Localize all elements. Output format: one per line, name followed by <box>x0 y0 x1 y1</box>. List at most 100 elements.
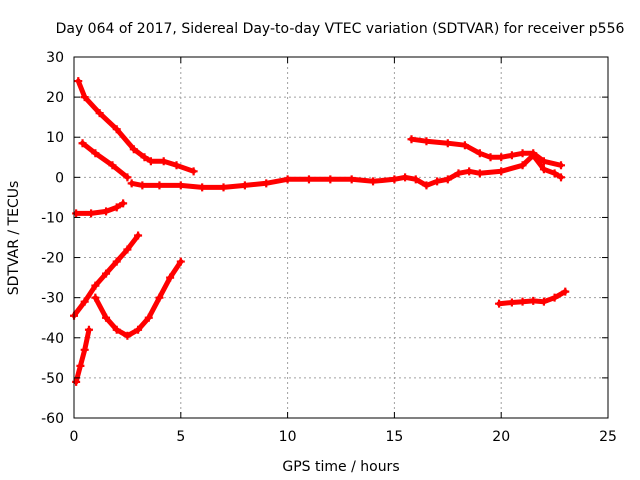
data-point <box>102 207 111 216</box>
data-point <box>507 298 516 307</box>
y-tick-label: 0 <box>55 170 64 186</box>
data-point <box>87 209 96 218</box>
data-point <box>465 167 474 176</box>
data-point <box>518 149 527 158</box>
chart-title: Day 064 of 2017, Sidereal Day-to-day VTE… <box>56 21 625 37</box>
data-point <box>495 299 504 308</box>
data-point <box>176 181 185 190</box>
data-point <box>166 273 175 282</box>
x-tick-label: 10 <box>279 429 297 445</box>
data-point <box>326 175 335 184</box>
data-point <box>411 175 420 184</box>
data-point <box>401 173 410 182</box>
data-point <box>475 169 484 178</box>
data-point <box>422 181 431 190</box>
data-point <box>497 167 506 176</box>
data-point <box>108 161 117 170</box>
data-point <box>146 157 155 166</box>
data-point <box>127 179 136 188</box>
y-tick-label: -20 <box>41 251 64 267</box>
data-point <box>112 257 121 266</box>
series-line <box>129 152 564 190</box>
data-point <box>304 175 313 184</box>
data-point <box>138 181 147 190</box>
data-point <box>189 167 198 176</box>
data-point <box>518 161 527 170</box>
series-arc-1 <box>74 77 198 176</box>
data-point <box>176 257 185 266</box>
data-point <box>134 231 143 240</box>
y-axis-label: SDTVAR / TECUs <box>6 181 22 296</box>
data-point <box>561 287 570 296</box>
data-point <box>112 203 121 212</box>
data-point <box>407 135 416 144</box>
data-point <box>80 345 89 354</box>
x-tick-label: 25 <box>599 429 617 445</box>
y-tick-label: -60 <box>41 411 64 427</box>
x-tick-label: 5 <box>176 429 185 445</box>
data-point <box>475 149 484 158</box>
data-point <box>486 153 495 162</box>
series-line <box>73 327 92 385</box>
data-point <box>140 153 149 162</box>
data-point <box>72 209 81 218</box>
y-tick-label: 30 <box>46 50 64 66</box>
series-layer <box>70 77 570 386</box>
data-point <box>172 161 181 170</box>
data-point <box>198 183 207 192</box>
data-point <box>443 139 452 148</box>
series-arc-4 <box>70 231 143 320</box>
data-point <box>74 77 83 86</box>
series-line <box>75 78 197 174</box>
y-tick-label: -30 <box>41 291 64 307</box>
data-point <box>550 293 559 302</box>
data-point <box>529 149 538 158</box>
data-point <box>123 173 132 182</box>
data-point <box>112 125 121 134</box>
data-point <box>539 157 548 166</box>
data-point <box>84 325 93 334</box>
series-arc-2 <box>78 139 132 182</box>
tick-layer: 0 5 10 15 20 25 -60 -50 -40 -30 -20 -10 0 10 20 30 <box>41 50 617 445</box>
data-point <box>550 169 559 178</box>
data-point <box>557 161 566 170</box>
data-point <box>129 145 138 154</box>
data-point <box>80 93 89 102</box>
x-tick-label: 20 <box>492 429 510 445</box>
data-point <box>443 175 452 184</box>
data-point <box>422 137 431 146</box>
data-point <box>123 331 132 340</box>
data-point <box>91 281 100 290</box>
x-tick-label: 0 <box>70 429 79 445</box>
y-tick-label: 10 <box>46 130 64 146</box>
data-point <box>123 245 132 254</box>
x-tick-label: 15 <box>385 429 403 445</box>
data-point <box>78 139 87 148</box>
data-point <box>518 297 527 306</box>
data-point <box>454 169 463 178</box>
x-axis-label: GPS time / hours <box>282 459 399 475</box>
series-arc-8 <box>407 135 566 170</box>
series-line <box>80 140 130 180</box>
data-point <box>72 377 81 386</box>
data-point <box>529 296 538 305</box>
data-point <box>91 293 100 302</box>
data-point <box>95 109 104 118</box>
y-tick-label: -10 <box>41 210 64 226</box>
data-point <box>283 175 292 184</box>
series-arc-6 <box>91 257 185 340</box>
data-point <box>390 175 399 184</box>
data-point <box>240 181 249 190</box>
series-arc-9 <box>495 287 570 308</box>
data-point <box>159 157 168 166</box>
data-point <box>347 175 356 184</box>
plot-frame <box>73 56 609 419</box>
data-point <box>557 173 566 182</box>
data-point <box>219 183 228 192</box>
series-arc-5 <box>72 325 93 386</box>
grid-layer <box>74 57 608 418</box>
data-point <box>91 149 100 158</box>
data-point <box>539 297 548 306</box>
